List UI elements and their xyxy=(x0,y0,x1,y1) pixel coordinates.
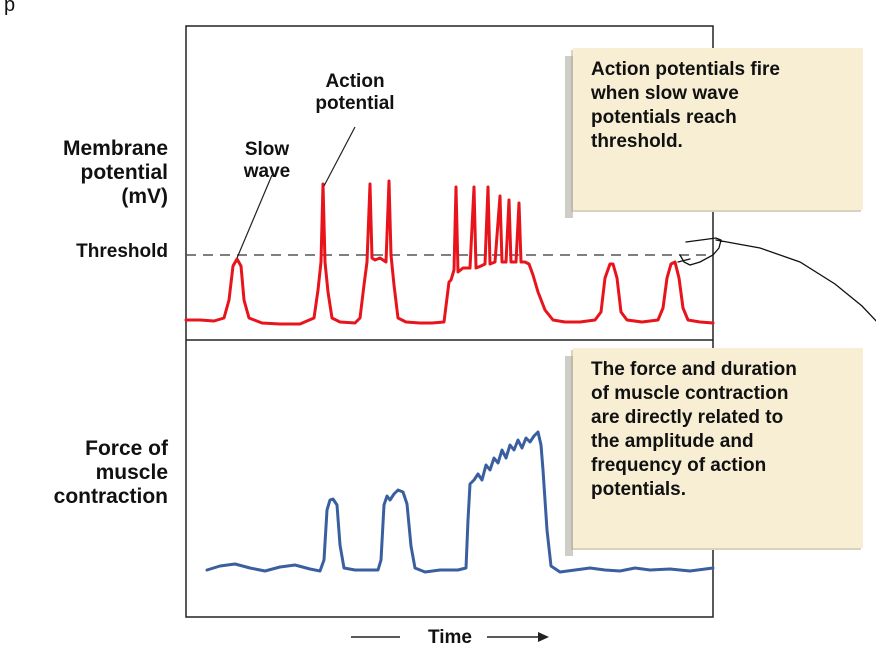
action-potential-leader-line xyxy=(323,126,356,187)
info-line: potentials. xyxy=(591,479,687,500)
axis-label-line: Membrane xyxy=(62,137,168,160)
callout-line: potential xyxy=(315,93,395,114)
corner-text: p xyxy=(4,0,16,16)
callout-line: Slow xyxy=(244,139,290,160)
axis-label-line: Force of xyxy=(85,437,168,460)
slow-wave-callout: Slow wave xyxy=(222,139,312,183)
membrane-potential-trace xyxy=(184,179,715,326)
force-trace xyxy=(205,430,715,574)
info-line: of muscle contraction xyxy=(591,383,789,404)
time-arrow-head-icon xyxy=(538,632,549,642)
info-line: potentials reach xyxy=(591,107,737,128)
axis-label-line: muscle xyxy=(95,461,168,484)
membrane-potential-axis-label: Membrane potential (mV) xyxy=(0,137,168,209)
callout-line: Action xyxy=(325,71,385,92)
axis-label-line: (mV) xyxy=(121,185,168,208)
info-line: The force and duration xyxy=(591,359,797,380)
action-potential-callout: Action potential xyxy=(300,71,410,115)
axis-label-line: potential xyxy=(80,161,169,184)
info-line: the amplitude and xyxy=(591,431,754,452)
info-line: are directly related to xyxy=(591,407,784,428)
handwritten-annotation xyxy=(677,237,876,322)
callout-line: wave xyxy=(243,161,291,182)
info-line: when slow wave xyxy=(591,83,739,104)
axis-label-line: contraction xyxy=(53,485,168,508)
time-axis-label: Time xyxy=(427,627,472,648)
force-info-box: The force and duration of muscle contrac… xyxy=(565,348,863,556)
info-line: frequency of action xyxy=(591,455,767,476)
threshold-info-box: Action potentials fire when slow wave po… xyxy=(565,48,863,218)
info-line: Action potentials fire xyxy=(591,59,780,80)
info-line: threshold. xyxy=(591,131,683,152)
threshold-label: Threshold xyxy=(76,241,168,262)
force-axis-label: Force of muscle contraction xyxy=(0,437,168,509)
slow-wave-leader-line xyxy=(236,174,273,259)
